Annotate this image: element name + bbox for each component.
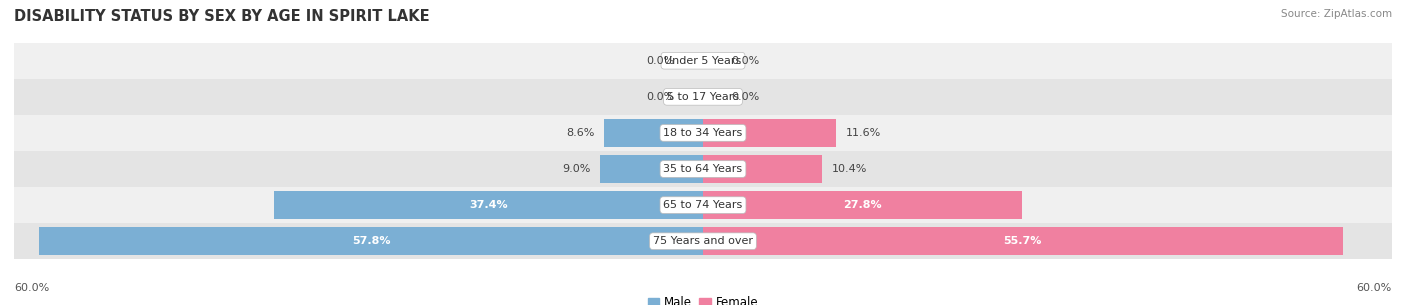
Bar: [14, 115, 1392, 151]
Bar: [703, 155, 823, 183]
Text: Source: ZipAtlas.com: Source: ZipAtlas.com: [1281, 9, 1392, 19]
Text: 11.6%: 11.6%: [845, 128, 880, 138]
Text: 60.0%: 60.0%: [14, 283, 49, 293]
Text: DISABILITY STATUS BY SEX BY AGE IN SPIRIT LAKE: DISABILITY STATUS BY SEX BY AGE IN SPIRI…: [14, 9, 430, 24]
Text: 75 Years and over: 75 Years and over: [652, 236, 754, 246]
Text: 65 to 74 Years: 65 to 74 Years: [664, 200, 742, 210]
Bar: [605, 119, 703, 147]
Bar: [14, 223, 1392, 259]
Legend: Male, Female: Male, Female: [643, 292, 763, 305]
Text: 0.0%: 0.0%: [645, 56, 675, 66]
Text: 0.0%: 0.0%: [645, 92, 675, 102]
Text: 0.0%: 0.0%: [731, 92, 761, 102]
Bar: [39, 227, 703, 255]
Bar: [274, 191, 703, 219]
Text: 37.4%: 37.4%: [470, 200, 508, 210]
Bar: [14, 43, 1392, 79]
Bar: [703, 119, 837, 147]
Text: 8.6%: 8.6%: [567, 128, 595, 138]
Bar: [14, 79, 1392, 115]
Text: 57.8%: 57.8%: [352, 236, 391, 246]
Text: 55.7%: 55.7%: [1004, 236, 1042, 246]
Text: 27.8%: 27.8%: [844, 200, 882, 210]
Text: 10.4%: 10.4%: [831, 164, 868, 174]
Bar: [14, 151, 1392, 187]
Text: 18 to 34 Years: 18 to 34 Years: [664, 128, 742, 138]
Text: 5 to 17 Years: 5 to 17 Years: [666, 92, 740, 102]
Text: 0.0%: 0.0%: [731, 56, 761, 66]
Bar: [703, 191, 1022, 219]
Bar: [703, 227, 1343, 255]
Text: 9.0%: 9.0%: [562, 164, 591, 174]
Text: 60.0%: 60.0%: [1357, 283, 1392, 293]
Text: Under 5 Years: Under 5 Years: [665, 56, 741, 66]
Text: 35 to 64 Years: 35 to 64 Years: [664, 164, 742, 174]
Bar: [599, 155, 703, 183]
Bar: [14, 187, 1392, 223]
